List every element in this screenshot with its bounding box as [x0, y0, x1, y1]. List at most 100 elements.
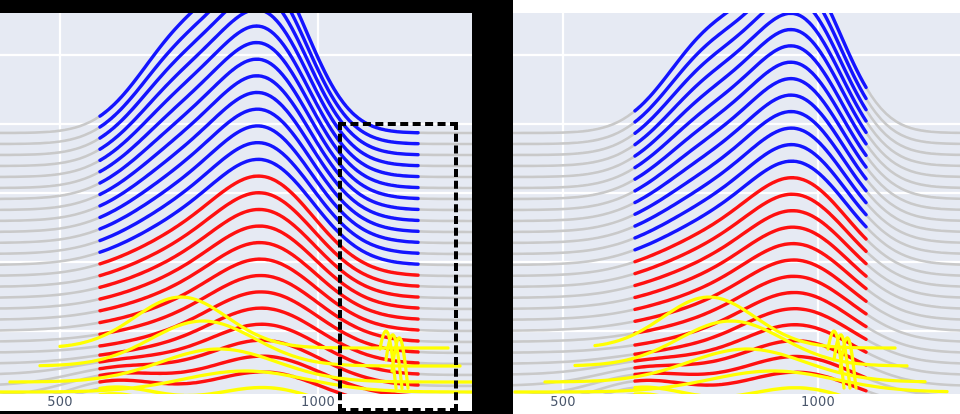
spectrum-trace-grey	[513, 296, 635, 310]
spectrum-trace	[98, 306, 420, 365]
spectrum-trace-grey	[864, 142, 960, 190]
spectrum-trace-grey	[513, 344, 635, 354]
spectrum-trace-grey	[416, 306, 472, 311]
spectrum-trace-grey	[864, 189, 960, 233]
spectrum-trace-grey	[416, 208, 472, 212]
spectrum-trace	[98, 207, 420, 299]
spectrum-trace-grey	[416, 262, 472, 267]
spectrum-trace-grey	[416, 361, 472, 366]
right-panel-x-axis: 500 1000	[513, 394, 960, 414]
spectrum-trace	[98, 57, 420, 201]
spectrum-trace	[633, 306, 868, 356]
spectrum-trace-grey	[513, 353, 635, 365]
spectrum-trace-grey	[513, 360, 635, 376]
spectrum-trace-grey	[864, 249, 960, 288]
spectrum-trace-grey	[864, 274, 960, 310]
spectrum-trace-grey	[580, 380, 635, 394]
spectrum-trace-grey	[864, 97, 960, 146]
spectrum-trace	[98, 13, 420, 168]
spectrum-trace-grey	[513, 122, 635, 146]
spectrum-trace-grey	[864, 131, 960, 179]
spectrum-trace	[633, 209, 868, 288]
spectrum-trace	[633, 60, 868, 181]
spectrum-trace-grey	[416, 383, 472, 388]
spectrum-trace-grey	[416, 284, 472, 289]
spectrum-trace-grey	[0, 216, 102, 234]
spectrum-trace	[838, 336, 858, 390]
spectrum-trace	[38, 319, 462, 368]
spectrum-trace-grey	[864, 325, 960, 354]
spectrum-trace-grey	[416, 317, 472, 322]
spectrum-trace	[98, 224, 420, 310]
spectrum-trace	[633, 142, 868, 240]
spectrum-trace	[633, 13, 868, 147]
spectrum-trace	[98, 257, 420, 332]
x-tick-label: 1000	[801, 395, 835, 410]
spectrum-trace	[98, 385, 309, 394]
spectrum-trace-grey	[513, 237, 635, 256]
spectrum-trace-grey	[513, 156, 635, 179]
spectrum-trace-grey	[0, 170, 102, 190]
spectrum-trace-grey	[864, 165, 960, 212]
spectrum-trace	[832, 333, 852, 390]
spectrum-trace-grey	[0, 227, 102, 245]
spectrum-trace	[633, 241, 868, 312]
spectrum-trace	[98, 240, 420, 321]
spectrum-trace-grey	[513, 272, 635, 289]
spectrum-trace-grey	[864, 108, 960, 157]
spectrum-trace	[98, 74, 420, 212]
spectrum-trace-grey	[864, 213, 960, 255]
spectrum-trace-grey	[513, 261, 635, 278]
top-crop-bar	[0, 0, 472, 13]
spectrum-trace-grey	[51, 380, 102, 394]
spectrum-trace	[633, 323, 868, 363]
spectrum-trace-grey	[416, 251, 472, 256]
spectrum-trace-grey	[416, 241, 472, 245]
spectrum-trace-grey	[513, 320, 635, 332]
spectrum-trace-grey	[864, 119, 960, 168]
spectrum-trace-grey	[864, 312, 960, 343]
spectrum-trace	[98, 140, 420, 255]
spectrum-trace-grey	[0, 353, 102, 365]
spectrum-trace	[98, 273, 420, 343]
spectrum-trace-grey	[416, 372, 472, 377]
spectrum-trace-grey	[416, 295, 472, 300]
left-panel	[0, 13, 472, 394]
spectrum-trace	[98, 90, 420, 223]
spectrum-trace-grey	[864, 201, 960, 244]
spectrum-trace-grey	[0, 274, 102, 288]
descending-tails	[826, 329, 858, 390]
bottom-crop-bar	[0, 411, 472, 414]
spectrum-trace-grey	[513, 202, 635, 223]
spectrum-trace-grey	[513, 144, 635, 168]
spectrum-trace-grey	[416, 328, 472, 333]
spectrum-trace-grey	[864, 154, 960, 201]
spectrum-trace-grey	[864, 225, 960, 266]
spectrum-trace	[633, 385, 842, 394]
spectrum-trace-grey	[0, 136, 102, 157]
spectrum-trace	[633, 44, 868, 170]
spectrum-trace	[633, 176, 868, 264]
spectrum-trace-grey	[864, 287, 960, 321]
spectrum-trace-grey	[513, 213, 635, 234]
spectrum-trace	[98, 13, 420, 146]
spectrum-trace-grey	[864, 350, 960, 376]
spectrum-trace-grey	[864, 237, 960, 277]
spectrum-traces	[633, 13, 868, 394]
x-tick-label: 500	[47, 395, 73, 410]
spectrum-trace-grey	[864, 262, 960, 299]
spectrum-trace-grey	[416, 230, 472, 234]
spectrum-trace	[98, 13, 420, 157]
spectrum-trace-grey	[0, 114, 102, 135]
x-tick-label: 1000	[301, 395, 335, 410]
spectrum-trace-grey	[602, 386, 635, 394]
spectrum-trace	[633, 13, 868, 135]
spectrum-trace-grey	[513, 179, 635, 201]
spectrum-trace-grey	[513, 111, 635, 135]
spectrum-trace	[633, 290, 868, 347]
spectrum-trace-grey	[0, 344, 102, 354]
spectrum-trace-grey	[0, 181, 102, 201]
spectrum-trace-grey	[0, 286, 102, 299]
spectrum-trace	[633, 27, 868, 158]
spectrum-trace-grey	[513, 249, 635, 267]
